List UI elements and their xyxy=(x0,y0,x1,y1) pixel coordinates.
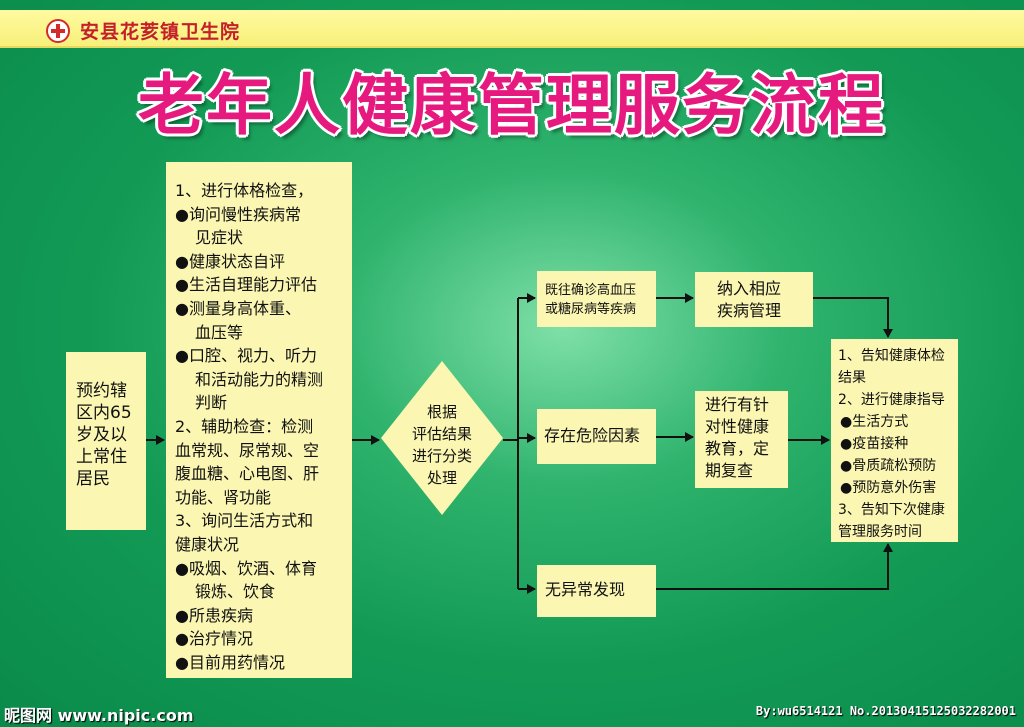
residents-line: 区内65 xyxy=(76,403,132,423)
decision-text: 根据 评估结果 进行分类 处理 xyxy=(381,401,503,489)
history-line: 既往确诊高血压 xyxy=(545,283,637,298)
residents-line: 岁及以 xyxy=(76,425,127,445)
notify-item: 1、告知健康体检 xyxy=(838,348,945,364)
residents-line: 上常住 xyxy=(76,447,127,467)
checkup-item: ●所患疾病 xyxy=(175,605,253,625)
notify-item: 2、进行健康指导 xyxy=(838,392,945,408)
checkup-item: 血压等 xyxy=(195,322,244,342)
education-line: 对性健康 xyxy=(705,417,770,436)
checkup-item: 3、询问生活方式和 xyxy=(175,511,314,531)
checkup-item: 判断 xyxy=(195,393,228,413)
history-line: 或糖尿病等疾病 xyxy=(545,302,637,317)
watermark-site: 昵图网 www.nipic.com xyxy=(4,706,194,725)
decision-line: 处理 xyxy=(426,469,457,487)
watermark-id: By:wu6514121 No.20130415125032282001 xyxy=(755,704,1016,718)
notify-item: ●预防意外伤害 xyxy=(840,480,937,496)
residents-line: 预约辖 xyxy=(76,381,127,401)
checkup-item: 血常规、尿常规、空 xyxy=(175,440,320,460)
notify-item: 结果 xyxy=(838,370,866,386)
checkup-item: 功能、肾功能 xyxy=(175,487,272,507)
notify-item: ●疫苗接种 xyxy=(840,436,909,452)
decision-line: 进行分类 xyxy=(411,447,472,465)
decision-line: 根据 xyxy=(426,403,457,421)
notify-box: 1、告知健康体检 结果 2、进行健康指导 ●生活方式 ●疫苗接种 ●骨质疏松预防 ●预防意外… xyxy=(831,339,958,542)
checkup-item: ●口腔、视力、听力 xyxy=(175,346,317,366)
management-line: 纳入相应 xyxy=(717,279,782,298)
header-bar xyxy=(0,10,1024,48)
risk-box: 存在危险因素 xyxy=(537,409,656,464)
health-education-box: 进行有针 对性健康 教育，定 期复查 xyxy=(695,391,788,488)
checkup-item: ●治疗情况 xyxy=(175,629,253,649)
hospital-name: 安县花荄镇卫生院 xyxy=(80,21,241,43)
notify-item: ●骨质疏松预防 xyxy=(840,458,937,474)
notify-item: ●生活方式 xyxy=(840,414,909,430)
management-line: 疾病管理 xyxy=(717,301,782,320)
checkup-item: ●健康状态自评 xyxy=(175,251,285,271)
checkup-item: ●测量身高体重、 xyxy=(175,298,301,318)
checkup-item: 1、进行体格检查， xyxy=(175,181,314,200)
notify-item: 管理服务时间 xyxy=(838,524,922,540)
page-title: 老年人健康管理服务流程 xyxy=(138,66,886,144)
checkup-item: 腹血糖、心电图、肝 xyxy=(175,464,320,484)
education-line: 期复查 xyxy=(705,461,754,480)
red-cross-icon xyxy=(46,19,70,43)
checkup-item: ●询问慢性疾病常 xyxy=(175,204,301,224)
education-line: 教育，定 xyxy=(705,439,770,458)
education-line: 进行有针 xyxy=(705,395,770,414)
checkup-item: 2、辅助检查：检测 xyxy=(175,416,314,436)
checkup-item: 健康状况 xyxy=(175,534,240,554)
history-box: 既往确诊高血压 或糖尿病等疾病 xyxy=(537,271,656,327)
checkup-item: 锻炼、饮食 xyxy=(195,582,276,602)
notify-item: 3、告知下次健康 xyxy=(838,502,945,518)
residents-box: 预约辖 区内65 岁及以 上常住 居民 xyxy=(66,352,146,530)
checkup-item: 见症状 xyxy=(195,228,244,248)
disease-management-box: 纳入相应 疾病管理 xyxy=(695,272,813,327)
decision-line: 评估结果 xyxy=(411,425,472,443)
checkup-item: 和活动能力的精测 xyxy=(195,369,324,389)
arrow-management-to-notify xyxy=(813,297,893,338)
checkup-item: ●目前用药情况 xyxy=(175,652,285,672)
no-abnormal-box: 无异常发现 xyxy=(537,565,656,617)
checkup-item: ●生活自理能力评估 xyxy=(175,275,317,295)
checkup-item: ●吸烟、饮酒、体育 xyxy=(175,558,317,578)
checkup-box: 1、进行体格检查， ●询问慢性疾病常见症状 ●健康状态自评 ●生活自理能力评估 ●测量身… xyxy=(166,162,352,678)
arrow-none-to-notify xyxy=(656,543,893,590)
residents-line: 居民 xyxy=(76,469,110,489)
